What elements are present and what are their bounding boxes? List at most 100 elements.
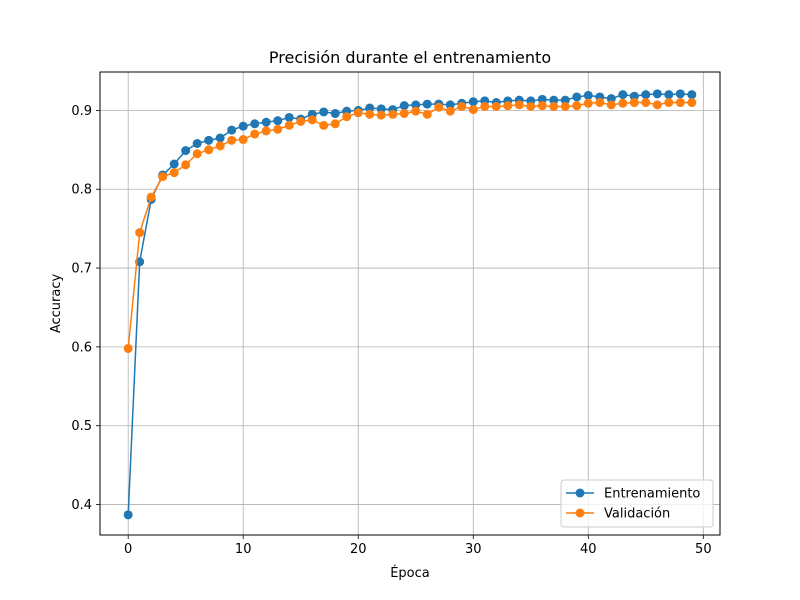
data-point-entrenamiento [204,135,214,145]
data-point-validacion [238,135,248,145]
series-validacion [123,98,697,353]
data-point-validacion [514,100,524,110]
y-tick-label: 0.8 [71,183,92,198]
y-tick-label: 0.6 [71,340,92,355]
data-point-entrenamiento [169,159,179,169]
x-tick-label: 0 [124,542,132,557]
data-point-entrenamiento [422,99,432,109]
legend-label-validacion: Validación [604,507,670,522]
data-point-entrenamiento [215,133,225,143]
data-point-validacion [181,160,191,170]
data-point-entrenamiento [261,117,271,127]
data-point-validacion [537,101,547,111]
data-point-validacion [227,135,237,145]
data-point-validacion [319,120,329,130]
data-point-entrenamiento [606,94,616,104]
data-point-validacion [135,228,145,238]
plot-frame [99,71,721,536]
data-point-validacion [503,101,513,111]
data-point-validacion [629,98,639,108]
legend: Entrenamiento Validación [560,479,714,528]
data-point-validacion [572,101,582,111]
y-tick-label: 0.4 [71,498,92,513]
data-point-validacion [549,101,559,111]
data-point-entrenamiento [284,112,294,122]
data-point-entrenamiento [399,101,409,111]
data-point-validacion [158,172,168,182]
x-tick-label: 20 [350,542,367,557]
series-layer [123,89,697,520]
data-point-validacion [641,98,651,108]
data-point-entrenamiento [675,89,685,99]
data-point-validacion [445,106,455,116]
data-point-entrenamiento [468,97,478,107]
data-point-validacion [307,115,317,125]
data-point-validacion [457,101,467,111]
data-point-entrenamiento [365,103,375,113]
data-point-entrenamiento [641,90,651,100]
data-point-validacion [560,101,570,111]
data-point-validacion [204,145,214,155]
data-point-validacion [215,141,225,151]
data-point-validacion [526,101,536,111]
data-point-entrenamiento [652,89,662,99]
data-point-validacion [434,102,444,112]
legend-label-entrenamiento: Entrenamiento [604,487,700,502]
data-point-validacion [618,98,628,108]
data-point-validacion [652,100,662,110]
data-point-validacion [606,100,616,110]
data-point-entrenamiento [411,100,421,110]
data-point-entrenamiento [250,119,260,129]
data-point-entrenamiento [192,139,202,149]
data-point-entrenamiento [238,121,248,131]
data-point-validacion [595,98,605,108]
data-point-entrenamiento [537,94,547,104]
x-axis-title: Época [390,565,430,581]
chart-title: Precisión durante el entrenamiento [269,48,551,67]
data-point-validacion [353,108,363,118]
data-point-validacion [342,112,352,122]
data-point-validacion [388,109,398,119]
data-point-validacion [284,120,294,130]
x-tick-label: 30 [465,542,482,557]
legend-box [560,479,714,528]
data-point-entrenamiento [629,91,639,101]
data-point-entrenamiento [227,125,237,135]
data-point-entrenamiento [572,92,582,102]
data-point-validacion [480,101,490,111]
legend-swatch-marker-validacion [575,508,585,518]
data-point-validacion [169,168,179,178]
data-point-validacion [273,124,283,134]
y-tick-label: 0.5 [71,419,92,434]
grid-layer [100,72,720,535]
y-tick-label: 0.7 [71,262,92,277]
data-point-entrenamiento [618,90,628,100]
data-point-entrenamiento [560,95,570,105]
data-point-validacion [261,126,271,136]
data-point-validacion [687,98,697,108]
y-axis-title: Accuracy [49,274,64,334]
y-tick-label: 0.9 [71,104,92,119]
x-tick-label: 50 [695,542,712,557]
data-point-entrenamiento [273,116,283,126]
data-point-validacion [422,109,432,119]
data-point-validacion [583,98,593,108]
data-point-validacion [664,98,674,108]
data-point-validacion [365,109,375,119]
data-point-entrenamiento [687,90,697,100]
x-tick-label: 10 [235,542,252,557]
data-point-validacion [411,106,421,116]
x-tick-label: 40 [580,542,597,557]
data-point-entrenamiento [319,107,329,117]
data-point-entrenamiento [376,104,386,114]
data-point-validacion [376,110,386,120]
data-point-entrenamiento [583,90,593,100]
data-point-validacion [296,116,306,126]
data-point-validacion [468,105,478,115]
data-point-entrenamiento [330,109,340,119]
data-point-validacion [250,129,260,139]
legend-swatch-marker-entrenamiento [575,488,585,498]
data-point-entrenamiento [445,100,455,110]
ticks-layer: 0 10 20 30 40 50 0.4 0.5 0.6 0.7 0.8 0.9 [71,104,711,557]
